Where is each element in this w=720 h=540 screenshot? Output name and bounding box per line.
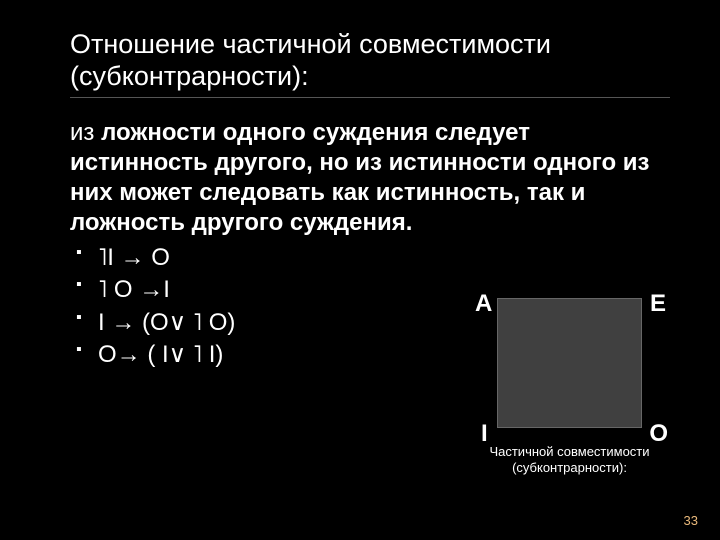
vertex-label-o: О (649, 420, 668, 448)
diagram-container: А Е I О Частичной совместимости (субконт… (467, 292, 672, 475)
diagram-square (497, 298, 642, 428)
caption-line2: (субконтрарности): (512, 460, 627, 475)
intro-rest: ложности одного суждения следует истинно… (70, 119, 649, 236)
bullet-item: ˥I → O (98, 242, 670, 274)
diagram-caption: Частичной совместимости (субконтрарности… (467, 444, 672, 475)
title-underline (70, 97, 670, 98)
intro-paragraph: из ложности одного суждения следует исти… (70, 118, 670, 238)
vertex-label-a: А (475, 290, 492, 318)
slide-title: Отношение частичной совместимости (субко… (70, 28, 670, 93)
slide: Отношение частичной совместимости (субко… (0, 0, 720, 540)
caption-line1: Частичной совместимости (489, 444, 649, 459)
square-of-opposition: А Е I О (467, 292, 672, 442)
page-number: 33 (684, 513, 698, 528)
vertex-label-e: Е (650, 290, 666, 318)
vertex-label-i: I (481, 420, 488, 448)
intro-firstword: из (70, 119, 94, 146)
